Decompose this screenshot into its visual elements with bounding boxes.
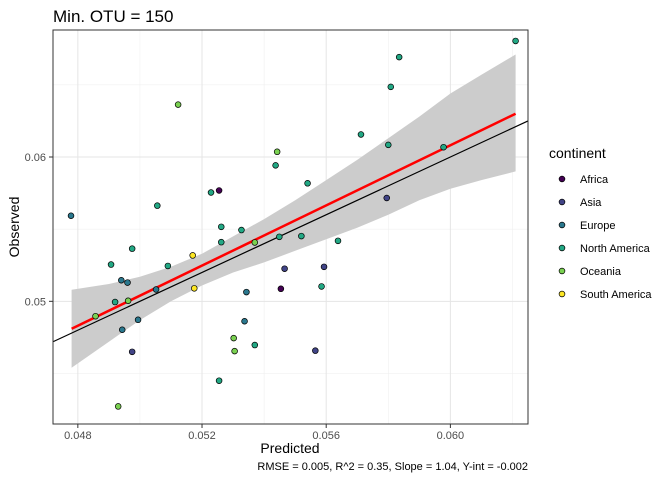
y-axis: 0.05 0.06 [25,152,53,308]
data-point [273,148,281,156]
x-axis-title: Predicted [260,440,319,456]
data-point [238,226,245,234]
chart-title: Min. OTU = 150 [53,7,173,26]
y-axis-title: Observed [6,197,22,258]
legend-key [558,198,566,206]
identity-line [52,120,529,343]
data-point [128,348,136,356]
data-point [218,223,225,231]
legend-label: Africa [580,174,609,186]
data-point [154,202,161,209]
data-point [111,298,119,306]
data-point [277,285,285,293]
data-point [107,261,115,268]
data-point [230,334,237,342]
data-point [174,101,182,108]
legend: continent Africa Asia Europe North America O… [549,145,652,301]
legend-key [558,267,566,275]
data-point [164,262,172,270]
data-point [298,232,305,240]
data-point [124,279,131,286]
data-point [124,297,132,304]
data-point [383,194,390,202]
data-point [152,286,160,293]
data-point [215,187,223,194]
data-point [251,341,259,349]
x-tick-label: 0.060 [437,430,465,442]
legend-label: Oceania [580,266,622,278]
x-tick-label: 0.056 [312,430,340,442]
data-point [276,233,283,241]
data-point [281,265,288,272]
legend-label: Asia [580,197,602,209]
confidence-band [71,54,516,368]
chart-caption: RMSE = 0.005, R^2 = 0.35, Slope = 1.04, … [257,461,528,473]
data-point [189,252,196,259]
data-point [92,312,99,320]
data-point [385,141,392,149]
data-point [251,239,259,246]
data-point [318,283,325,290]
x-axis: 0.048 0.052 0.056 0.060 [64,424,464,442]
legend-label: North America [580,243,651,255]
data-point [218,238,225,246]
legend-key [558,290,566,298]
legend-key [558,221,566,229]
x-tick-label: 0.048 [64,430,92,442]
data-point [312,347,319,354]
legend-key [558,175,566,183]
data-point [128,245,136,252]
data-point [191,285,198,292]
data-point [215,377,223,384]
legend-key [558,244,566,252]
data-points [67,37,519,410]
legend-label: South America [580,289,652,301]
data-point [231,347,238,355]
data-point [304,180,311,187]
data-point [440,143,447,151]
y-tick-label: 0.05 [25,296,46,308]
data-point [243,288,250,296]
plot-border [52,29,529,425]
data-point [395,53,403,61]
data-point [387,83,395,91]
data-point [334,237,342,245]
data-point [320,263,328,271]
legend-label: Europe [580,220,615,232]
data-point [272,162,279,169]
data-point [118,326,126,334]
data-point [118,277,125,284]
x-tick-label: 0.052 [188,430,216,442]
data-point [67,212,75,219]
data-point [512,37,519,45]
data-point [357,131,365,138]
data-point [114,403,122,410]
data-point [134,316,142,324]
data-point [241,317,248,325]
data-point [207,189,215,196]
y-tick-label: 0.06 [25,152,46,164]
legend-title: continent [549,145,606,161]
